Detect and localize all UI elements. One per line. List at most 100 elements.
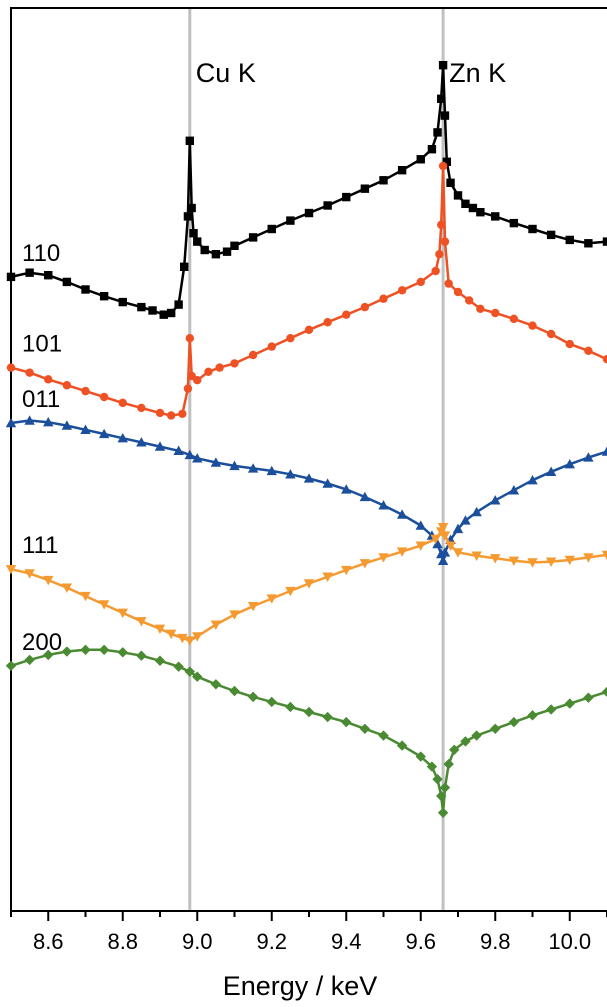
data-point [184,449,195,460]
data-point [174,300,183,309]
data-point [464,296,474,305]
data-point [564,555,575,566]
data-point [193,376,202,385]
data-point [200,245,209,255]
data-point [565,235,574,245]
data-point [490,495,501,505]
data-point [415,751,426,762]
data-point [323,201,332,210]
data-point [322,572,333,582]
series-line-101 [10,164,607,417]
data-point [490,723,501,734]
data-point [460,736,471,747]
data-point [468,203,478,213]
data-point [508,485,520,495]
data-point [81,285,90,294]
data-point [342,192,351,202]
data-point [173,661,184,672]
data-point [341,484,352,494]
data-point [117,608,128,619]
data-point [360,302,370,312]
data-point [509,314,519,324]
data-point [508,556,520,566]
data-point [379,294,388,303]
data-point [452,548,464,558]
data-point [564,698,575,709]
data-point [98,600,110,610]
data-point [184,636,195,646]
data-point [173,445,184,455]
data-point [378,553,389,563]
data-point [117,647,128,658]
data-point [397,166,407,175]
data-point [440,111,450,120]
data-point [189,229,198,238]
data-point [444,279,453,288]
data-point [230,359,239,368]
data-point [528,224,537,234]
series-label-011: 011 [22,386,60,413]
data-point [183,212,193,221]
data-point [583,553,594,563]
data-point [192,671,203,682]
data-point [453,287,463,297]
data-point [439,531,451,541]
data-point [303,473,315,483]
data-point [266,465,277,476]
data-point [416,155,425,164]
data-point [187,203,196,213]
data-point [286,216,295,225]
data-point [61,583,73,593]
data-point [416,277,425,287]
data-point [159,310,168,319]
data-point [62,277,72,287]
data-point [286,334,295,343]
data-point [204,367,213,376]
data-point [359,559,371,569]
data-point [431,266,440,276]
data-point [583,452,594,462]
data-point [359,723,371,734]
data-point [396,547,408,557]
data-point [602,237,607,246]
data-point [446,178,455,187]
data-point [438,161,448,171]
data-point [165,629,177,640]
data-point [166,411,176,420]
data-point [230,241,239,250]
data-point [341,565,352,576]
data-point [439,782,451,793]
data-point [247,601,259,612]
data-point [437,523,449,533]
data-point [433,128,442,137]
data-point [527,710,538,721]
data-point [341,716,352,728]
data-point [210,457,222,467]
data-point [303,706,315,718]
data-point [527,558,538,568]
data-point [25,268,34,277]
data-point [435,250,444,259]
data-point [154,624,166,635]
data-point [546,329,556,339]
data-point [137,302,146,312]
data-point [426,761,438,772]
data-point [24,654,35,666]
data-point [266,696,277,708]
data-point [379,176,388,185]
x-axis-title: Energy / keV [223,971,378,1001]
data-point [211,250,221,259]
data-point [378,500,389,510]
series-111 [5,523,607,646]
data-point [415,541,426,551]
data-point [43,575,54,586]
data-point [545,704,557,715]
data-point [222,247,232,256]
data-point [44,375,53,384]
x-tick-label: 8.8 [107,929,138,954]
data-point [602,355,607,364]
data-point [247,463,259,473]
data-point [460,515,471,525]
data-point [432,774,443,785]
x-tick-label: 9.8 [480,929,511,954]
